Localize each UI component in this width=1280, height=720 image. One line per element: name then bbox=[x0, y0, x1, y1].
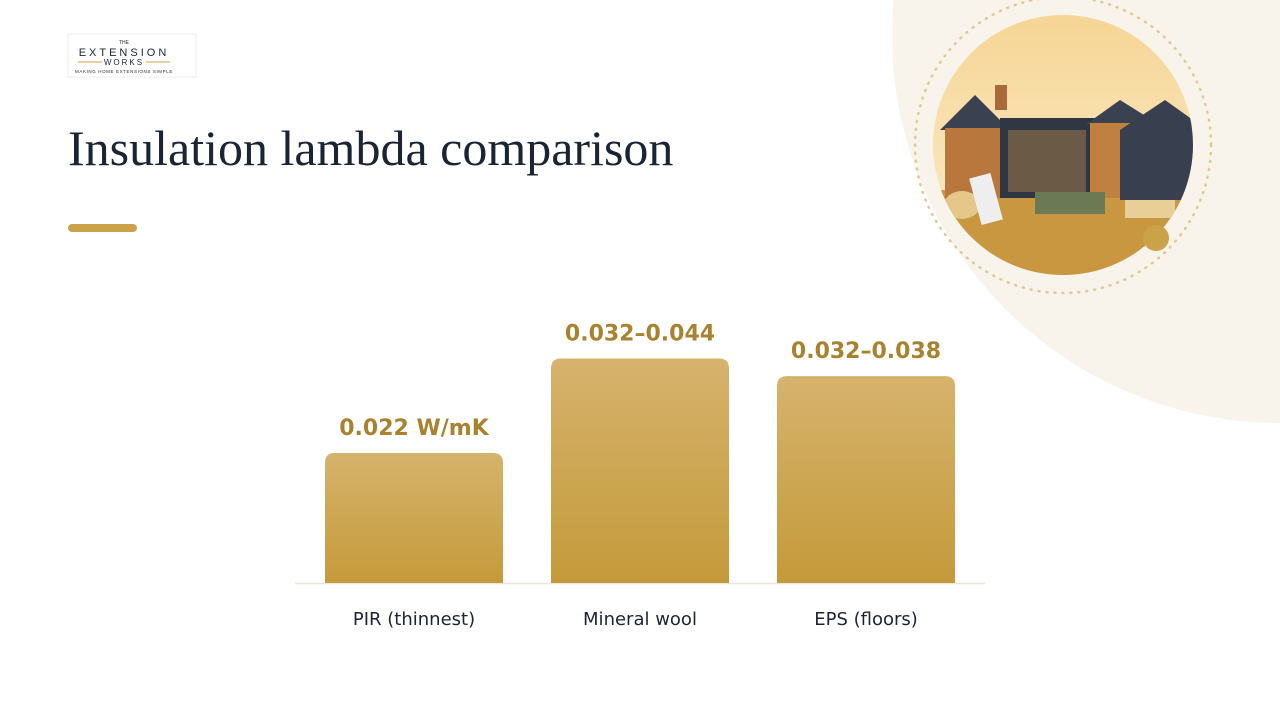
bar bbox=[777, 376, 955, 583]
title-rule bbox=[68, 224, 137, 232]
logo-box bbox=[67, 33, 197, 78]
logo-sub: WORKS bbox=[104, 58, 144, 67]
dotted-ring bbox=[913, 0, 1213, 295]
logo: THE EXTENSION WORKS MAKING HOME EXTENSIO… bbox=[67, 33, 197, 78]
x-tick-label: PIR (thinnest) bbox=[353, 609, 475, 630]
logo-main: EXTENSION bbox=[79, 47, 170, 59]
accent-dot bbox=[1143, 225, 1169, 251]
bar bbox=[325, 453, 503, 583]
logo-small: THE bbox=[119, 40, 130, 46]
value-label: 0.032–0.038 bbox=[791, 339, 941, 364]
value-label: 0.032–0.044 bbox=[565, 321, 715, 346]
bar bbox=[551, 358, 729, 583]
x-tick-label: EPS (floors) bbox=[814, 609, 918, 630]
value-label: 0.022 W/mK bbox=[339, 416, 489, 441]
logo-tagline: MAKING HOME EXTENSIONS SIMPLE bbox=[75, 69, 173, 74]
chart-title: Insulation lambda comparison bbox=[68, 120, 673, 176]
x-tick-label: Mineral wool bbox=[583, 609, 697, 630]
